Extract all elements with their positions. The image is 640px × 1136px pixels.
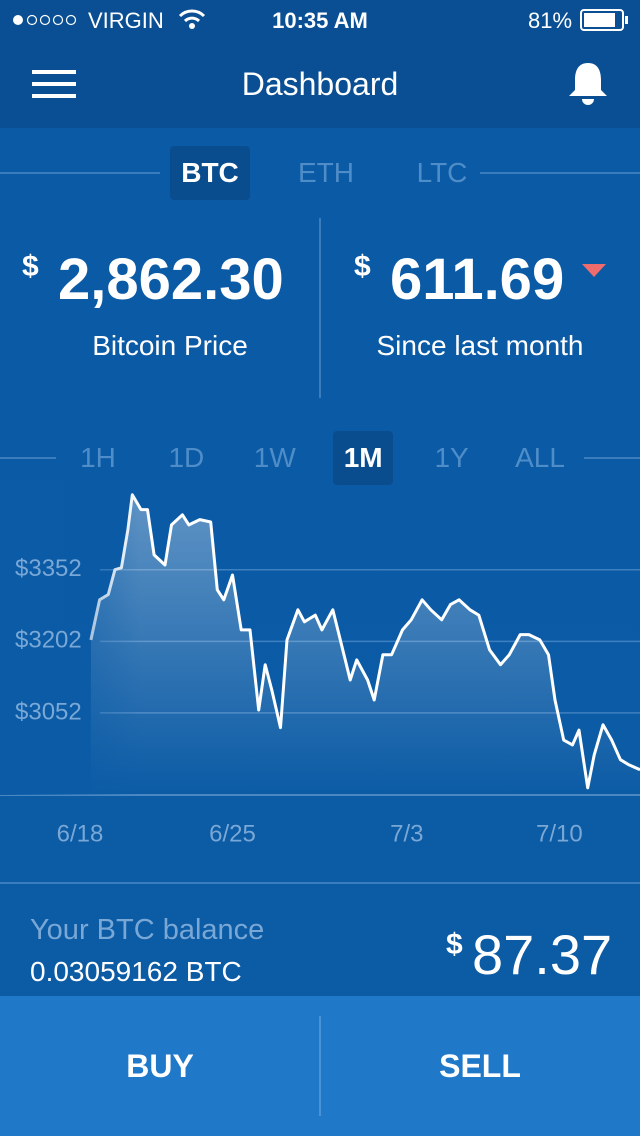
divider xyxy=(0,457,56,459)
range-tab[interactable]: 1M xyxy=(333,431,394,485)
divider xyxy=(319,1016,321,1116)
y-tick-label: $3202 xyxy=(15,627,82,654)
price-line xyxy=(89,493,640,790)
wifi-icon xyxy=(178,9,206,29)
price-change: 611.69 xyxy=(390,247,565,312)
x-tick-label: 6/25 xyxy=(209,820,256,847)
range-tab[interactable]: 1Y xyxy=(434,442,469,473)
fade-overlay xyxy=(0,480,140,795)
y-tick-label: $3052 xyxy=(15,698,82,725)
sell-button[interactable]: SELL xyxy=(320,996,640,1136)
currency-symbol: $ xyxy=(354,250,371,283)
page-title: Dashboard xyxy=(241,66,399,102)
battery-icon xyxy=(580,9,628,31)
notifications-button[interactable] xyxy=(566,60,610,106)
signal-icon xyxy=(13,14,77,26)
range-tab[interactable]: 1D xyxy=(168,442,205,473)
x-tick-label: 6/18 xyxy=(57,820,104,847)
divider xyxy=(0,172,160,174)
currency-symbol: $ xyxy=(446,928,463,961)
price-area xyxy=(90,494,640,795)
status-bar: VIRGIN 10:35 AM 81% xyxy=(0,0,640,40)
change-label: Since last month xyxy=(376,330,584,361)
trend-arrow xyxy=(582,264,606,277)
nav-bar: Dashboard xyxy=(0,40,640,128)
price-chart: $3052 $3202 $3352 6/18 6/25 7/3 7/10 xyxy=(0,480,640,847)
trend-indicator xyxy=(582,264,606,277)
currency-tab[interactable]: ETH xyxy=(298,157,354,188)
price-label: Bitcoin Price xyxy=(92,330,248,361)
x-tick-label: 7/3 xyxy=(390,820,423,847)
clock: 10:35 AM xyxy=(272,8,368,33)
balance-amount: 0.03059162 BTC xyxy=(30,956,242,987)
range-tab[interactable]: 1W xyxy=(253,442,296,473)
currency-tab[interactable]: LTC xyxy=(416,157,468,188)
buy-button[interactable]: BUY xyxy=(0,996,320,1136)
divider xyxy=(319,218,321,398)
menu-button[interactable] xyxy=(32,68,76,100)
divider xyxy=(584,457,640,459)
range-tab[interactable]: ALL xyxy=(515,442,565,473)
range-tab[interactable]: 1H xyxy=(80,442,116,473)
carrier: VIRGIN xyxy=(88,8,164,33)
divider xyxy=(0,882,640,884)
bitcoin-price: 2,862.30 xyxy=(58,247,284,312)
y-tick-label: $3352 xyxy=(15,555,82,582)
currency-tab[interactable]: BTC xyxy=(170,146,250,200)
currency-symbol: $ xyxy=(22,250,39,283)
balance-label: Your BTC balance xyxy=(30,914,265,946)
battery-level: 81% xyxy=(528,8,573,33)
x-tick-label: 7/10 xyxy=(536,820,583,847)
divider xyxy=(480,172,640,174)
balance-value: 87.37 xyxy=(472,923,613,986)
